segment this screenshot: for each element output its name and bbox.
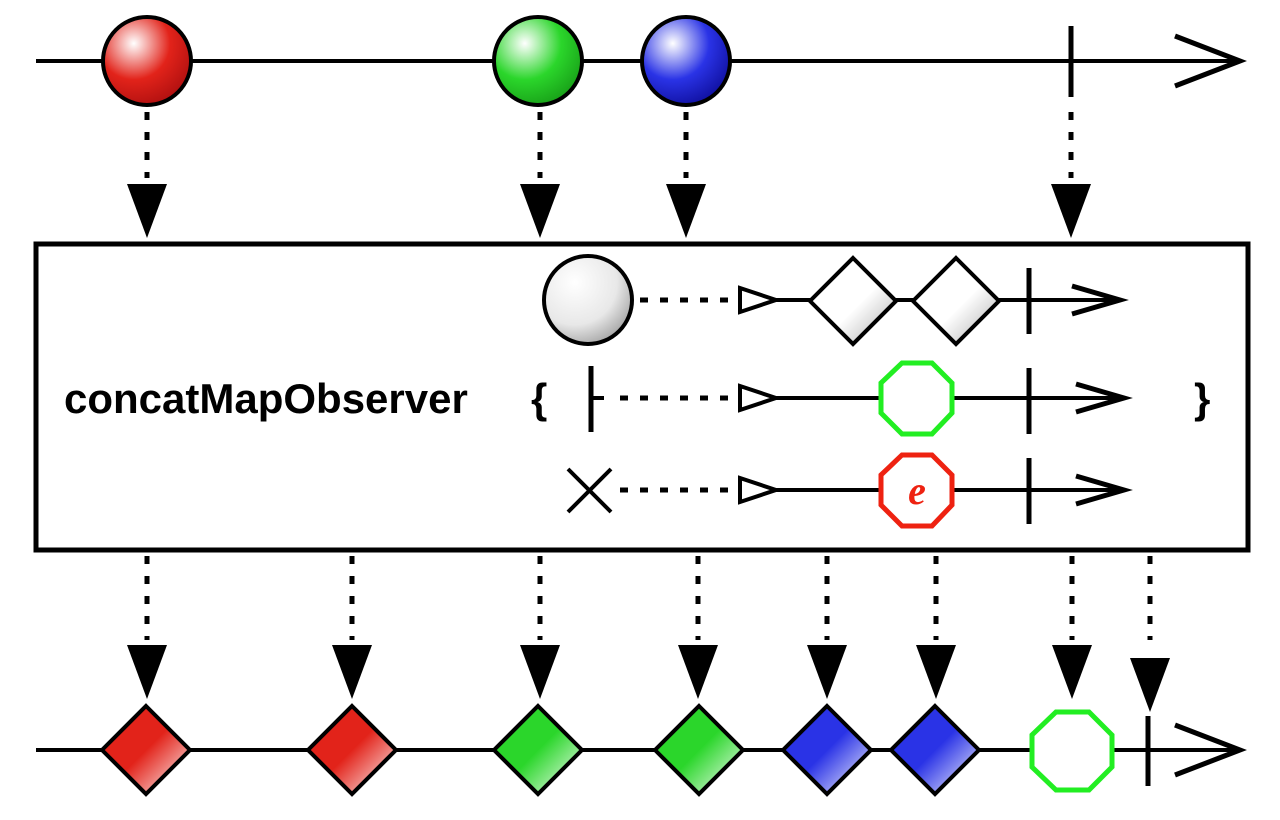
input-connectors <box>127 112 1091 238</box>
mapping-row-oncompleted <box>588 360 1133 437</box>
completion-octagon-icon <box>878 360 955 437</box>
error-symbol: e <box>908 468 926 513</box>
input-connector <box>1051 112 1091 238</box>
output-diamond-blue <box>888 703 982 797</box>
source-timeline-arrow-icon <box>1174 33 1247 89</box>
output-connector <box>127 556 167 699</box>
mapping-arrow-icon <box>738 285 783 315</box>
input-connector <box>520 112 560 238</box>
output-connector <box>520 556 560 699</box>
source-marble-red <box>101 15 193 107</box>
input-connector <box>666 112 706 238</box>
error-octagon-icon <box>878 452 955 529</box>
open-brace: { <box>531 375 547 422</box>
output-completion-octagon-icon <box>1029 709 1115 793</box>
output-connector <box>1130 556 1170 712</box>
output-diamond-green <box>491 703 585 797</box>
source-marble-blue <box>640 15 732 107</box>
row-arrow-icon <box>1071 283 1129 317</box>
output-timeline <box>36 703 1247 797</box>
output-connector <box>1052 556 1092 699</box>
mapping-arrow-icon <box>738 475 783 505</box>
row-arrow-icon <box>1075 381 1133 415</box>
output-diamond-red <box>99 703 193 797</box>
source-timeline <box>36 15 1247 107</box>
output-connectors <box>127 556 1170 712</box>
mapping-arrow-icon <box>738 383 783 413</box>
output-connector <box>916 556 956 699</box>
output-diamond-green <box>652 703 746 797</box>
output-timeline-arrow-icon <box>1174 722 1247 778</box>
neutral-diamond <box>807 255 899 347</box>
mapping-row-onerror: e <box>566 452 1133 529</box>
output-connector <box>678 556 718 699</box>
onnext-circle-icon <box>542 254 634 346</box>
output-diamond-blue <box>780 703 874 797</box>
operator-label: concatMapObserver <box>64 375 468 422</box>
source-marble-green <box>492 15 584 107</box>
row-arrow-icon <box>1075 473 1133 507</box>
neutral-diamond <box>910 255 1002 347</box>
output-connector <box>332 556 372 699</box>
mapping-row-onnext <box>542 254 1129 347</box>
output-connector <box>807 556 847 699</box>
operator-box: concatMapObserver { } <box>33 241 1251 553</box>
close-brace: } <box>1194 375 1210 422</box>
output-diamond-red <box>305 703 399 797</box>
input-connector <box>127 112 167 238</box>
